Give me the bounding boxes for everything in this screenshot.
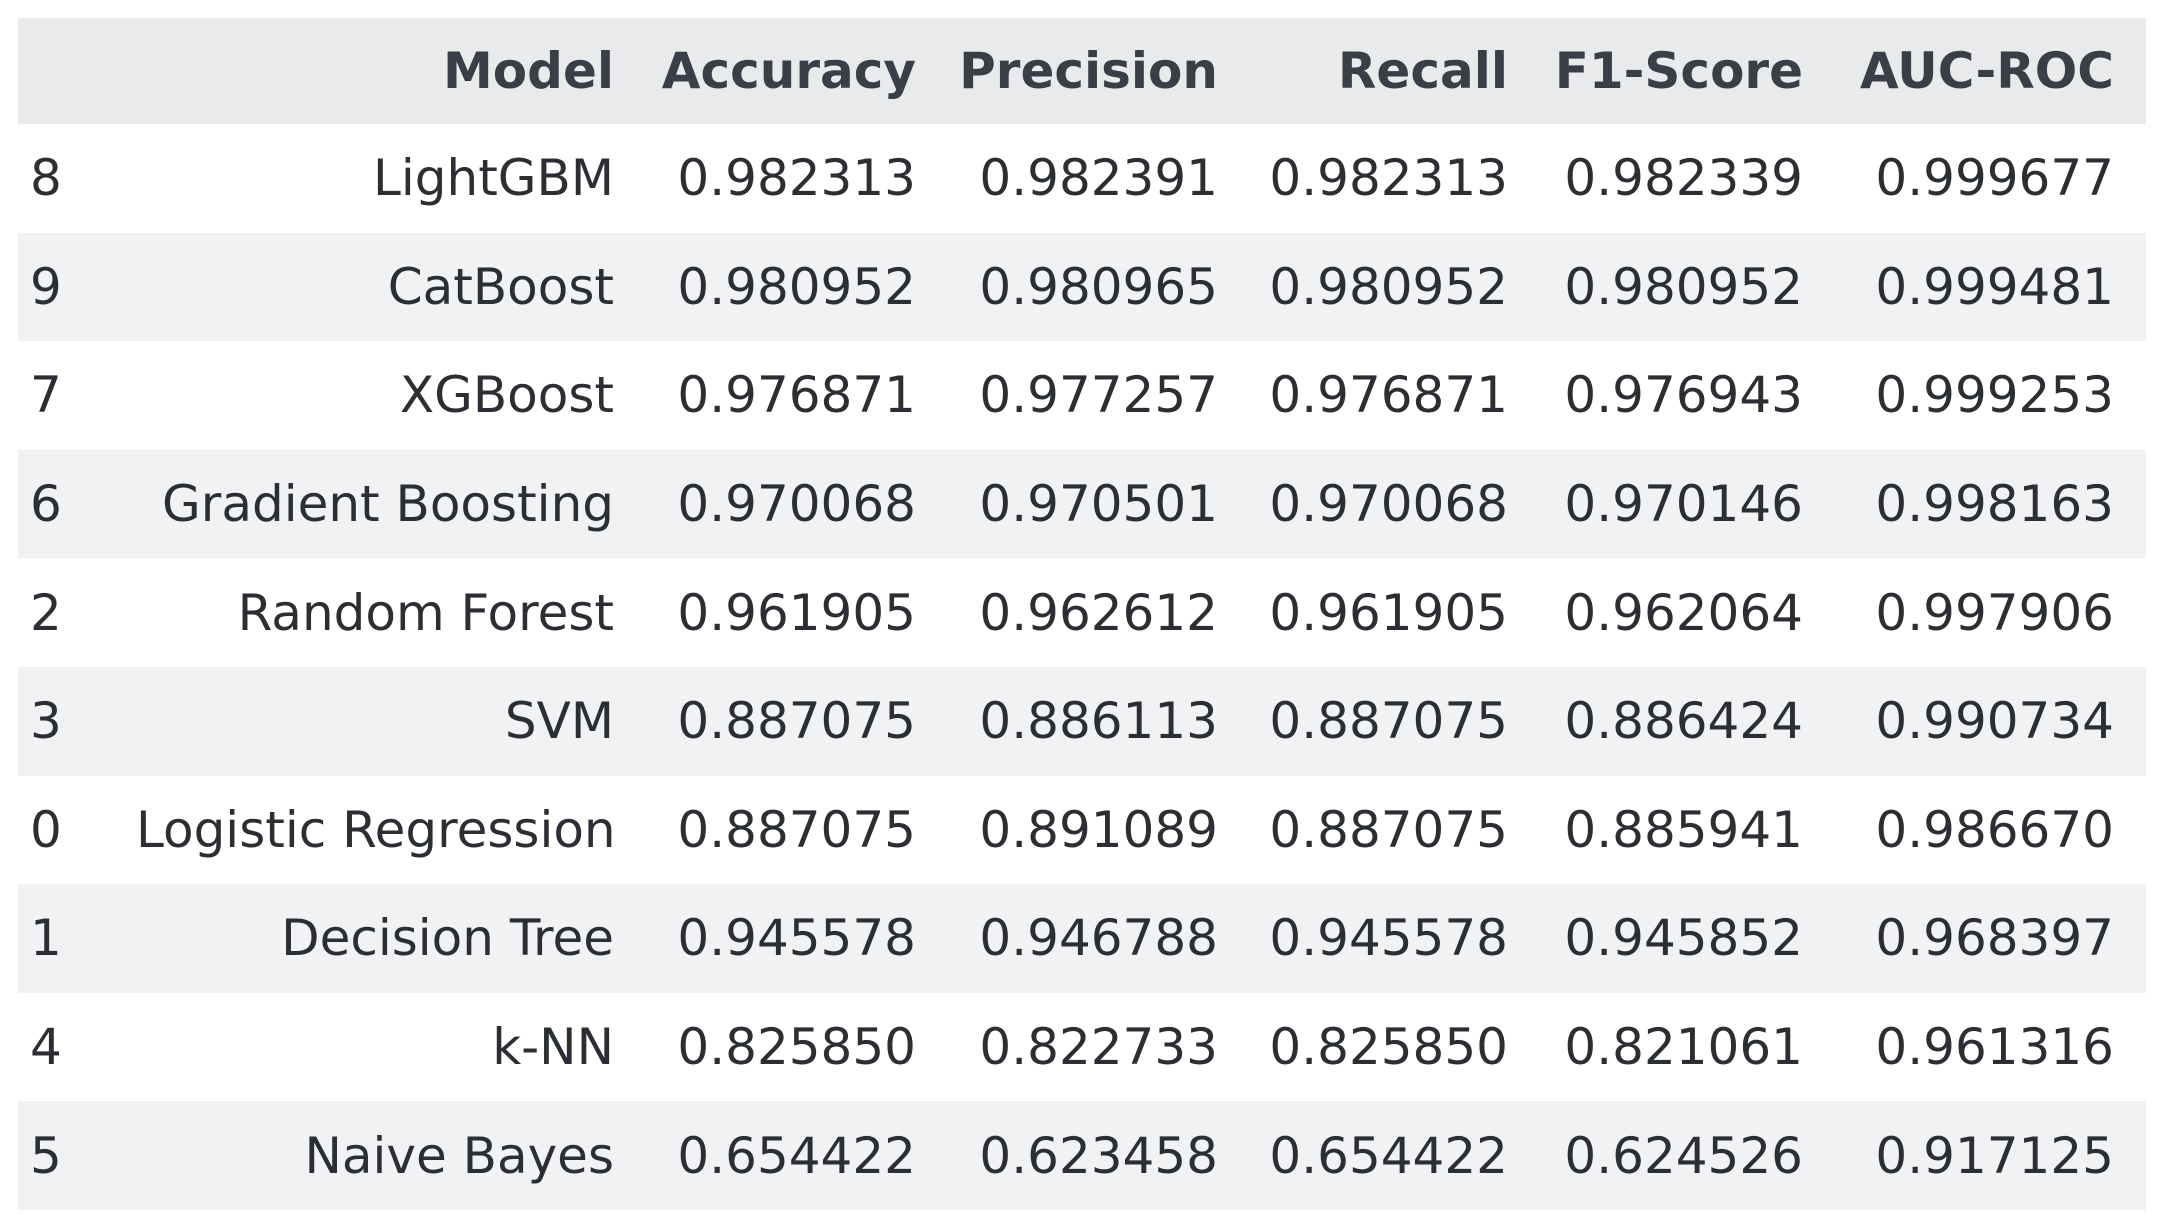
auc-roc-value: 0.968397 — [1875, 909, 2114, 968]
row-index: 8 — [30, 149, 62, 208]
model-name: Gradient Boosting — [162, 475, 614, 534]
model-name: Random Forest — [237, 583, 614, 642]
precision-value: 0.982391 — [979, 149, 1218, 208]
f1-score-value: 0.980952 — [1564, 257, 1803, 316]
recall-value: 0.970068 — [1269, 475, 1508, 534]
table-row: 5 Naive Bayes 0.654422 0.623458 0.654422… — [18, 1101, 2146, 1210]
precision-value: 0.891089 — [979, 800, 1218, 859]
f1-score-value: 0.970146 — [1564, 475, 1803, 534]
table-row: 8 LightGBM 0.982313 0.982391 0.982313 0.… — [18, 124, 2146, 233]
row-index: 3 — [30, 692, 62, 751]
precision-value: 0.977257 — [979, 366, 1218, 425]
model-name: Logistic Regression — [136, 800, 616, 859]
auc-roc-value: 0.917125 — [1875, 1126, 2114, 1185]
table-header-row: Model Accuracy Precision Recall F1-Score… — [18, 18, 2146, 124]
accuracy-value: 0.970068 — [677, 475, 916, 534]
accuracy-value: 0.825850 — [677, 1018, 916, 1077]
row-index: 5 — [30, 1126, 62, 1185]
accuracy-value: 0.887075 — [677, 800, 916, 859]
table-row: 9 CatBoost 0.980952 0.980965 0.980952 0.… — [18, 232, 2146, 342]
model-name: Naive Bayes — [304, 1126, 614, 1185]
auc-roc-value: 0.999481 — [1875, 257, 2114, 316]
auc-roc-value: 0.986670 — [1875, 800, 2114, 859]
recall-value: 0.945578 — [1269, 909, 1508, 968]
model-name: LightGBM — [373, 149, 614, 208]
precision-value: 0.946788 — [979, 909, 1218, 968]
table-row: 6 Gradient Boosting 0.970068 0.970501 0.… — [18, 449, 2146, 559]
header-model: Model — [443, 42, 614, 100]
header-recall: Recall — [1337, 42, 1508, 100]
row-index: 4 — [30, 1018, 62, 1077]
f1-score-value: 0.624526 — [1564, 1126, 1803, 1185]
f1-score-value: 0.962064 — [1564, 583, 1803, 642]
precision-value: 0.886113 — [979, 692, 1218, 751]
row-index: 1 — [30, 909, 62, 968]
auc-roc-value: 0.999677 — [1875, 149, 2114, 208]
f1-score-value: 0.885941 — [1564, 800, 1803, 859]
precision-value: 0.822733 — [979, 1018, 1218, 1077]
accuracy-value: 0.654422 — [677, 1126, 916, 1185]
model-metrics-table: Model Accuracy Precision Recall F1-Score… — [18, 18, 2146, 1210]
header-index — [18, 18, 136, 124]
row-index: 0 — [30, 800, 62, 859]
f1-score-value: 0.976943 — [1564, 366, 1803, 425]
accuracy-value: 0.976871 — [677, 366, 916, 425]
f1-score-value: 0.982339 — [1564, 149, 1803, 208]
auc-roc-value: 0.998163 — [1875, 475, 2114, 534]
table-row: 2 Random Forest 0.961905 0.962612 0.9619… — [18, 558, 2146, 667]
table-row: 7 XGBoost 0.976871 0.977257 0.976871 0.9… — [18, 341, 2146, 450]
recall-value: 0.976871 — [1269, 366, 1508, 425]
model-name: SVM — [504, 692, 614, 751]
recall-value: 0.654422 — [1269, 1126, 1508, 1185]
table-body: 8 LightGBM 0.982313 0.982391 0.982313 0.… — [18, 124, 2146, 1210]
precision-value: 0.962612 — [979, 583, 1218, 642]
model-name: XGBoost — [399, 366, 614, 425]
table-row: 1 Decision Tree 0.945578 0.946788 0.9455… — [18, 884, 2146, 993]
accuracy-value: 0.887075 — [677, 692, 916, 751]
f1-score-value: 0.886424 — [1564, 692, 1803, 751]
table-row: 3 SVM 0.887075 0.886113 0.887075 0.88642… — [18, 666, 2146, 776]
f1-score-value: 0.821061 — [1564, 1018, 1803, 1077]
f1-score-value: 0.945852 — [1564, 909, 1803, 968]
recall-value: 0.961905 — [1269, 583, 1508, 642]
table-row: 0 Logistic Regression 0.887075 0.891089 … — [18, 775, 2146, 885]
model-name: CatBoost — [387, 257, 614, 316]
accuracy-value: 0.961905 — [677, 583, 916, 642]
metrics-table-container: Model Accuracy Precision Recall F1-Score… — [18, 18, 2146, 1210]
recall-value: 0.887075 — [1269, 692, 1508, 751]
auc-roc-value: 0.961316 — [1875, 1018, 2114, 1077]
precision-value: 0.980965 — [979, 257, 1218, 316]
accuracy-value: 0.980952 — [677, 257, 916, 316]
header-accuracy: Accuracy — [661, 42, 916, 100]
auc-roc-value: 0.999253 — [1875, 366, 2114, 425]
auc-roc-value: 0.990734 — [1875, 692, 2114, 751]
recall-value: 0.825850 — [1269, 1018, 1508, 1077]
row-index: 9 — [30, 257, 62, 316]
row-index: 2 — [30, 583, 62, 642]
model-name: k-NN — [492, 1018, 614, 1077]
recall-value: 0.980952 — [1269, 257, 1508, 316]
header-f1-score: F1-Score — [1554, 42, 1803, 100]
precision-value: 0.623458 — [979, 1126, 1218, 1185]
model-name: Decision Tree — [281, 909, 614, 968]
precision-value: 0.970501 — [979, 475, 1218, 534]
row-index: 7 — [30, 366, 62, 425]
header-precision: Precision — [959, 42, 1218, 100]
header-auc-roc: AUC-ROC — [1859, 42, 2114, 100]
auc-roc-value: 0.997906 — [1875, 583, 2114, 642]
accuracy-value: 0.982313 — [677, 149, 916, 208]
table-row: 4 k-NN 0.825850 0.822733 0.825850 0.8210… — [18, 992, 2146, 1102]
accuracy-value: 0.945578 — [677, 909, 916, 968]
recall-value: 0.887075 — [1269, 800, 1508, 859]
row-index: 6 — [30, 475, 62, 534]
recall-value: 0.982313 — [1269, 149, 1508, 208]
